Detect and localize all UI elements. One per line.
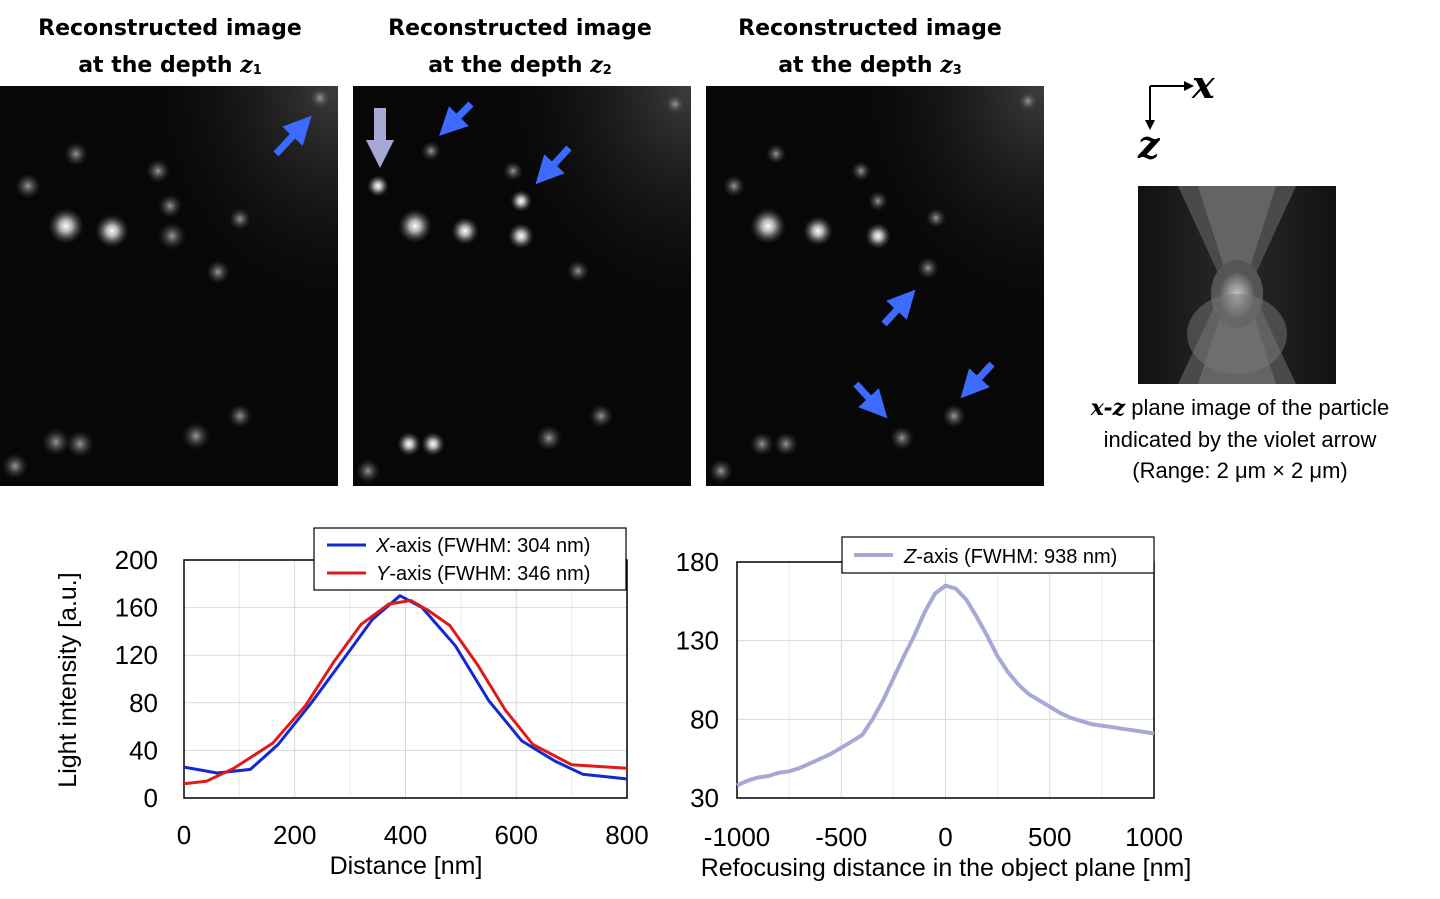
panel-title-2-line1: Reconstructed image: [388, 16, 652, 41]
chart2-legend-box: [841, 536, 1155, 574]
reconstructed-image-z1: [0, 86, 338, 486]
x-tick-label: 200: [273, 820, 316, 850]
caption-line-3: (Range: 2 μm × 2 μm): [1132, 458, 1348, 483]
legend-label-y: Y-axis (FWHM: 346 nm): [376, 563, 590, 585]
reconstructed-image-z2: [353, 86, 691, 486]
image-z3-canvas: [706, 86, 1044, 486]
y-tick-label: 130: [676, 626, 719, 656]
x-tick-label: 600: [495, 820, 538, 850]
chart-xy-profile: 0 200 400 600 800 0 40 80 120 160 200 Distance [nm…: [54, 527, 649, 880]
violet-arrow-shaft: [374, 108, 386, 142]
image-z2-canvas: [353, 86, 691, 486]
chart-z-profile: -1000 -500 0 500 1000 30 80 130 180 Refocusing d…: [676, 536, 1192, 882]
panel-title-2-line2: at the depth z2: [428, 52, 612, 78]
x-tick-label: -1000: [704, 822, 771, 852]
x-tick-label: 500: [1028, 822, 1071, 852]
caption-line-1: x-z plane image of the particle: [1090, 395, 1390, 421]
blue-arrow-icon: [273, 115, 312, 157]
y-tick-label: 80: [129, 688, 158, 718]
chart1-xlabel: Distance [nm]: [330, 852, 483, 880]
x-tick-label: 0: [938, 822, 952, 852]
y-tick-label: 0: [144, 783, 158, 813]
y-tick-label: 40: [129, 735, 158, 765]
blue-arrow-icon: [881, 289, 916, 327]
x-tick-label: 400: [384, 820, 427, 850]
blue-arrow-icon: [439, 101, 474, 136]
reconstructed-image-z3: [706, 86, 1044, 486]
legend-label-z: Z-axis (FWHM: 938 nm): [903, 546, 1117, 568]
x-tick-label: -500: [815, 822, 867, 852]
y-tick-label: 120: [115, 640, 158, 670]
y-tick-label: 30: [690, 783, 719, 813]
z-axis-glyph-label: z: [1138, 122, 1160, 167]
xz-axes-icon: x z: [1136, 62, 1236, 172]
image-z1-canvas: [0, 86, 338, 486]
y-tick-label: 160: [115, 593, 158, 623]
blue-arrow-icon: [853, 381, 888, 419]
xz-caption: x-z plane image of the particle indicate…: [1040, 392, 1440, 486]
xz-plane-image: [1138, 186, 1336, 384]
x-tick-label: 0: [177, 820, 191, 850]
caption-line-2: indicated by the violet arrow: [1103, 427, 1377, 452]
panel-title-3: Reconstructed image at the depth z3: [700, 10, 1040, 89]
x-tick-label: 800: [605, 820, 648, 850]
panel-title-3-line2: at the depth z3: [778, 52, 962, 78]
chart1-ylabel: Light intensity [a.u.]: [54, 572, 82, 787]
blue-arrow-icon: [960, 361, 995, 399]
x-axis-glyph-label: x: [1192, 62, 1215, 107]
chart2-xlabel: Refocusing distance in the object plane …: [701, 854, 1192, 882]
panel-title-3-line1: Reconstructed image: [738, 16, 1002, 41]
chart1-legend-box: [313, 527, 627, 591]
y-tick-label: 200: [115, 545, 158, 575]
panel-title-1-line2: at the depth z1: [78, 52, 262, 78]
chart1-legend: X-axis (FWHM: 304 nm) Y-axis (FWHM: 346 …: [313, 527, 627, 591]
blue-arrow-icon: [535, 145, 572, 185]
violet-arrow-icon: [366, 140, 394, 168]
series-line-z-axis: [736, 583, 1155, 788]
panel-title-1: Reconstructed image at the depth z1: [0, 10, 340, 89]
y-tick-label: 80: [690, 704, 719, 734]
series-line-y-axis: [183, 599, 628, 786]
chart2-legend: Z-axis (FWHM: 938 nm): [841, 536, 1155, 574]
panel-title-1-line1: Reconstructed image: [38, 16, 302, 41]
panel-title-2: Reconstructed image at the depth z2: [350, 10, 690, 89]
legend-label-x: X-axis (FWHM: 304 nm): [375, 535, 590, 557]
x-tick-label: 1000: [1125, 822, 1183, 852]
y-tick-label: 180: [676, 547, 719, 577]
